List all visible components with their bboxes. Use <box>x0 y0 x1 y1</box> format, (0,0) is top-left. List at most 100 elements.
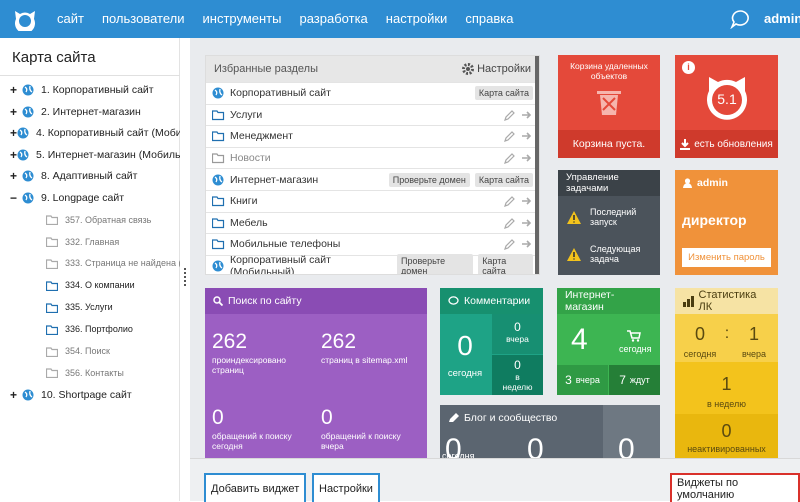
search-icon <box>213 296 223 306</box>
tree-child[interactable]: 333. Страница не найдена ( <box>0 253 180 273</box>
tree-toggle[interactable]: + <box>10 104 18 119</box>
shop-waiting-label: ждут <box>629 375 650 385</box>
divider <box>0 75 180 76</box>
lk-week-value: 1 <box>721 374 732 394</box>
edit-icon <box>504 196 515 208</box>
chat-icon[interactable] <box>730 9 750 29</box>
tree-child[interactable]: 357. Обратная связь <box>0 210 180 230</box>
tree-toggle[interactable]: − <box>10 191 18 205</box>
tree-child[interactable]: 336. Портфолио <box>0 319 180 339</box>
favorite-label: Корпоративный сайт <box>230 87 331 100</box>
settings-label: Настройки <box>477 63 531 75</box>
user-header: admin <box>675 170 778 196</box>
search-header: Поиск по сайту <box>205 288 427 314</box>
menu-item[interactable]: пользователи <box>101 11 185 26</box>
menu-item[interactable]: разработка <box>299 11 368 26</box>
task-item[interactable]: Последний запуск <box>558 200 660 234</box>
favorite-label: Корпоративный сайт (Мобильный) <box>230 254 331 275</box>
tree-toggle[interactable]: + <box>10 147 18 162</box>
row-button[interactable]: Проверьте домен <box>388 172 470 187</box>
user-role: директор <box>682 212 747 228</box>
favorite-row[interactable]: Корпоративный сайт Карта сайта <box>206 82 539 104</box>
tree-item[interactable]: − 9. Longpage сайт <box>0 188 180 208</box>
trash-widget[interactable]: Корзина удаленных объектов Корзина пуста… <box>558 55 660 158</box>
lk-today-value: 0 <box>694 324 705 344</box>
task-item[interactable]: Следующая задача <box>558 237 660 271</box>
menu-item[interactable]: настройки <box>385 11 448 26</box>
default-widgets-button[interactable]: Виджеты по умолчанию <box>670 473 800 502</box>
add-widget-button[interactable]: Добавить виджет <box>204 473 307 502</box>
stats-icon <box>683 295 694 307</box>
edit-icon <box>504 131 515 143</box>
site-icon <box>22 170 34 182</box>
tree-child[interactable]: 356. Контакты <box>0 363 180 383</box>
favorite-row[interactable]: Интернет-магазин Проверьте домен Карта сай… <box>206 168 539 190</box>
favorites-settings[interactable]: Настройки <box>462 63 531 75</box>
change-password-button[interactable]: Изменить пароль <box>682 248 771 267</box>
stat-value: 262 <box>212 330 248 353</box>
info-icon: i <box>682 61 695 74</box>
favorite-row[interactable]: Мебель <box>206 211 539 234</box>
tree-item[interactable]: +1. Корпоративный сайт <box>0 80 180 100</box>
row-button[interactable]: Карта сайта <box>474 86 533 101</box>
favorite-row[interactable]: Мобильные телефоны <box>206 233 539 255</box>
folder-icon <box>212 153 225 164</box>
tasks-widget: Управление задачами Последний запуск След… <box>558 170 660 275</box>
tree-item[interactable]: +10. Shortpage сайт <box>0 385 180 405</box>
tree-toggle[interactable]: + <box>10 169 18 184</box>
edit-icon <box>504 153 515 165</box>
comments-week-value: 0 <box>514 358 521 372</box>
logo[interactable] <box>12 7 38 31</box>
tree-toggle[interactable]: + <box>10 83 18 97</box>
stat-value: 0 <box>321 406 333 429</box>
blog-title: Блог и сообщество <box>464 412 558 424</box>
update-link[interactable]: есть обновления <box>675 130 778 158</box>
favorites-header: Избранные разделы Настройки <box>206 56 539 82</box>
tree-toggle[interactable]: + <box>10 126 18 141</box>
menu-item[interactable]: сайт <box>57 11 84 26</box>
settings-button[interactable]: Настройки <box>312 473 380 502</box>
favorite-row[interactable]: Менеджмент <box>206 125 539 147</box>
menu-item[interactable]: справка <box>465 11 514 26</box>
trash-title: Корзина удаленных объектов <box>570 61 648 81</box>
tree-item[interactable]: +5. Интернет-магазин (Мобильн <box>0 145 180 165</box>
blog-icon <box>449 413 459 422</box>
tree-child[interactable]: 354. Поиск <box>0 341 180 361</box>
row-button[interactable]: Карта сайта <box>478 254 533 274</box>
favorite-row[interactable]: Корпоративный сайт (Мобильный) Проверьте … <box>206 254 539 275</box>
go-icon <box>522 154 532 162</box>
tree-label: 5. Интернет-магазин (Мобильн <box>36 148 180 161</box>
scrollbar[interactable] <box>535 56 539 274</box>
blog-value: 0 <box>618 433 635 458</box>
tree-toggle[interactable]: + <box>10 387 18 402</box>
tree-item[interactable]: +2. Интернет-магазин <box>0 102 180 122</box>
blog-label: сегодня <box>442 451 475 458</box>
user-name[interactable]: admin <box>764 11 800 26</box>
tree-label: 335. Услуги <box>65 302 113 313</box>
edit-icon <box>504 218 515 229</box>
updates-widget[interactable]: i 5.1 есть обновления <box>675 55 778 158</box>
tree-child[interactable]: 332. Главная <box>0 232 180 252</box>
favorite-label: Услуги <box>230 108 263 121</box>
menu-item[interactable]: инструменты <box>202 11 282 26</box>
lk-day-panel <box>675 314 778 362</box>
tree-label: 334. О компании <box>65 280 135 291</box>
favorite-label: Новости <box>230 152 271 165</box>
tree-child[interactable]: 335. Услуги <box>0 297 180 317</box>
lk-widget: Статистика ЛК 0 сегодня : 1 вчера 1 в не… <box>675 288 778 458</box>
favorite-row[interactable]: Книги <box>206 189 539 212</box>
favorite-row[interactable]: Услуги <box>206 103 539 126</box>
splitter[interactable] <box>184 268 186 286</box>
tree-child[interactable]: 334. О компании <box>0 275 180 295</box>
row-button[interactable]: Проверьте домен <box>396 254 474 274</box>
comments-yesterday: 0 вчера <box>492 314 543 354</box>
tree-item[interactable]: +4. Корпоративный сайт (Мобил <box>0 123 180 143</box>
tree-item[interactable]: +8. Адаптивный сайт <box>0 166 180 186</box>
favorite-row[interactable]: Новости <box>206 146 539 169</box>
tree-label: 4. Корпоративный сайт (Мобил <box>36 127 180 140</box>
top-bar: сайт пользователи инструменты разработка нас… <box>0 0 800 38</box>
row-button[interactable]: Карта сайта <box>474 172 533 187</box>
site-icon <box>22 389 34 401</box>
comments-yesterday-label: вчера <box>506 334 529 344</box>
